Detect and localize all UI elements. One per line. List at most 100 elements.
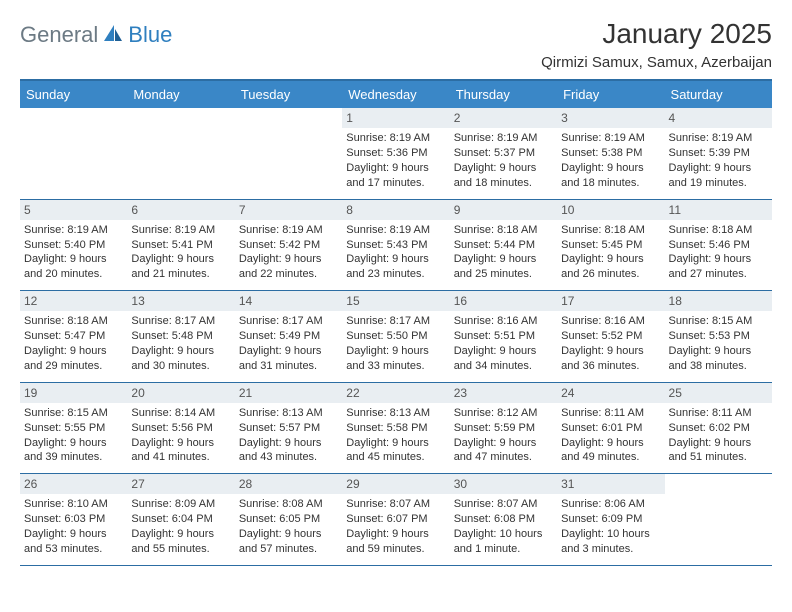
sunset-line: Sunset: 6:07 PM <box>346 512 445 527</box>
calendar-day-cell: 14Sunrise: 8:17 AMSunset: 5:49 PMDayligh… <box>235 291 342 383</box>
sunrise-line: Sunrise: 8:19 AM <box>669 131 768 146</box>
day-number: 8 <box>342 200 449 220</box>
sunset-line: Sunset: 6:08 PM <box>454 512 553 527</box>
sunrise-line: Sunrise: 8:16 AM <box>561 314 660 329</box>
day-number: 27 <box>127 474 234 494</box>
day-number: 15 <box>342 291 449 311</box>
sunrise-line: Sunrise: 8:18 AM <box>24 314 123 329</box>
sunrise-line: Sunrise: 8:18 AM <box>669 223 768 238</box>
sunrise-line: Sunrise: 8:19 AM <box>346 223 445 238</box>
day-number: 20 <box>127 383 234 403</box>
daylight-line: Daylight: 9 hours and 23 minutes. <box>346 252 445 282</box>
sunset-line: Sunset: 5:46 PM <box>669 238 768 253</box>
sunrise-line: Sunrise: 8:07 AM <box>346 497 445 512</box>
daylight-line: Daylight: 9 hours and 55 minutes. <box>131 527 230 557</box>
calendar-day-cell: 3Sunrise: 8:19 AMSunset: 5:38 PMDaylight… <box>557 108 664 199</box>
sunrise-line: Sunrise: 8:14 AM <box>131 406 230 421</box>
calendar-day-cell: 20Sunrise: 8:14 AMSunset: 5:56 PMDayligh… <box>127 382 234 474</box>
sunset-line: Sunset: 5:43 PM <box>346 238 445 253</box>
sunrise-line: Sunrise: 8:11 AM <box>561 406 660 421</box>
daylight-line: Daylight: 10 hours and 1 minute. <box>454 527 553 557</box>
daylight-line: Daylight: 9 hours and 47 minutes. <box>454 436 553 466</box>
calendar-day-cell: 12Sunrise: 8:18 AMSunset: 5:47 PMDayligh… <box>20 291 127 383</box>
calendar-day-cell: 13Sunrise: 8:17 AMSunset: 5:48 PMDayligh… <box>127 291 234 383</box>
location-subtitle: Qirmizi Samux, Samux, Azerbaijan <box>541 54 772 71</box>
sunset-line: Sunset: 5:58 PM <box>346 421 445 436</box>
day-number: 31 <box>557 474 664 494</box>
day-number: 3 <box>557 108 664 128</box>
day-number: 23 <box>450 383 557 403</box>
calendar-day-cell: 7Sunrise: 8:19 AMSunset: 5:42 PMDaylight… <box>235 199 342 291</box>
calendar-week-row: 19Sunrise: 8:15 AMSunset: 5:55 PMDayligh… <box>20 382 772 474</box>
sunset-line: Sunset: 5:38 PM <box>561 146 660 161</box>
daylight-line: Daylight: 10 hours and 3 minutes. <box>561 527 660 557</box>
sunset-line: Sunset: 5:47 PM <box>24 329 123 344</box>
sunset-line: Sunset: 5:45 PM <box>561 238 660 253</box>
sunset-line: Sunset: 5:40 PM <box>24 238 123 253</box>
sunrise-line: Sunrise: 8:13 AM <box>346 406 445 421</box>
day-number: 4 <box>665 108 772 128</box>
sunset-line: Sunset: 6:01 PM <box>561 421 660 436</box>
title-block: January 2025 Qirmizi Samux, Samux, Azerb… <box>541 18 772 71</box>
calendar-day-cell: 4 Sunrise: 8:19 AMSunset: 5:39 PMDaylight… <box>665 108 772 199</box>
sunset-line: Sunset: 6:04 PM <box>131 512 230 527</box>
brand-name-a: General <box>20 22 98 48</box>
daylight-line: Daylight: 9 hours and 21 minutes. <box>131 252 230 282</box>
day-number: 26 <box>20 474 127 494</box>
calendar-day-cell: 17Sunrise: 8:16 AMSunset: 5:52 PMDayligh… <box>557 291 664 383</box>
daylight-line: Daylight: 9 hours and 19 minutes. <box>669 161 768 191</box>
sunrise-line: Sunrise: 8:09 AM <box>131 497 230 512</box>
calendar-day-cell: 25Sunrise: 8:11 AMSunset: 6:02 PMDayligh… <box>665 382 772 474</box>
sunrise-line: Sunrise: 8:19 AM <box>24 223 123 238</box>
calendar-day-cell: 10Sunrise: 8:18 AMSunset: 5:45 PMDayligh… <box>557 199 664 291</box>
calendar-day-cell: 26Sunrise: 8:10 AMSunset: 6:03 PMDayligh… <box>20 474 127 566</box>
day-number: 18 <box>665 291 772 311</box>
day-number: 10 <box>557 200 664 220</box>
sunset-line: Sunset: 5:52 PM <box>561 329 660 344</box>
day-number: 11 <box>665 200 772 220</box>
calendar-table: SundayMondayTuesdayWednesdayThursdayFrid… <box>20 79 772 566</box>
calendar-day-cell: 22Sunrise: 8:13 AMSunset: 5:58 PMDayligh… <box>342 382 449 474</box>
calendar-day-cell: 27 Sunrise: 8:09 AMSunset: 6:04 PMDayligh… <box>127 474 234 566</box>
calendar-day-cell: 28Sunrise: 8:08 AMSunset: 6:05 PMDayligh… <box>235 474 342 566</box>
day-number: 7 <box>235 200 342 220</box>
day-header: Monday <box>127 80 234 108</box>
page-header: General Blue January 2025 Qirmizi Samux,… <box>20 18 772 71</box>
daylight-line: Daylight: 9 hours and 41 minutes. <box>131 436 230 466</box>
sunset-line: Sunset: 5:39 PM <box>669 146 768 161</box>
day-number: 29 <box>342 474 449 494</box>
day-number: 14 <box>235 291 342 311</box>
calendar-day-cell: 1Sunrise: 8:19 AMSunset: 5:36 PMDaylight… <box>342 108 449 199</box>
daylight-line: Daylight: 9 hours and 27 minutes. <box>669 252 768 282</box>
sunrise-line: Sunrise: 8:17 AM <box>131 314 230 329</box>
calendar-day-cell: 5Sunrise: 8:19 AMSunset: 5:40 PMDaylight… <box>20 199 127 291</box>
sunset-line: Sunset: 5:48 PM <box>131 329 230 344</box>
sunset-line: Sunset: 5:50 PM <box>346 329 445 344</box>
daylight-line: Daylight: 9 hours and 51 minutes. <box>669 436 768 466</box>
sunset-line: Sunset: 5:57 PM <box>239 421 338 436</box>
daylight-line: Daylight: 9 hours and 25 minutes. <box>454 252 553 282</box>
calendar-day-cell: 24Sunrise: 8:11 AMSunset: 6:01 PMDayligh… <box>557 382 664 474</box>
sunrise-line: Sunrise: 8:15 AM <box>24 406 123 421</box>
calendar-day-cell: 30Sunrise: 8:07 AMSunset: 6:08 PMDayligh… <box>450 474 557 566</box>
daylight-line: Daylight: 9 hours and 49 minutes. <box>561 436 660 466</box>
daylight-line: Daylight: 9 hours and 26 minutes. <box>561 252 660 282</box>
sunrise-line: Sunrise: 8:12 AM <box>454 406 553 421</box>
sunrise-line: Sunrise: 8:17 AM <box>346 314 445 329</box>
sunset-line: Sunset: 6:05 PM <box>239 512 338 527</box>
day-number: 2 <box>450 108 557 128</box>
calendar-day-cell: 16Sunrise: 8:16 AMSunset: 5:51 PMDayligh… <box>450 291 557 383</box>
sunset-line: Sunset: 5:53 PM <box>669 329 768 344</box>
calendar-empty-cell <box>235 108 342 199</box>
sunset-line: Sunset: 5:49 PM <box>239 329 338 344</box>
calendar-day-cell: 6Sunrise: 8:19 AMSunset: 5:41 PMDaylight… <box>127 199 234 291</box>
daylight-line: Daylight: 9 hours and 30 minutes. <box>131 344 230 374</box>
calendar-empty-cell <box>665 474 772 566</box>
calendar-day-cell: 11 Sunrise: 8:18 AMSunset: 5:46 PMDayligh… <box>665 199 772 291</box>
day-header: Friday <box>557 80 664 108</box>
daylight-line: Daylight: 9 hours and 31 minutes. <box>239 344 338 374</box>
sunset-line: Sunset: 5:41 PM <box>131 238 230 253</box>
sunrise-line: Sunrise: 8:19 AM <box>561 131 660 146</box>
sunrise-line: Sunrise: 8:11 AM <box>669 406 768 421</box>
daylight-line: Daylight: 9 hours and 29 minutes. <box>24 344 123 374</box>
